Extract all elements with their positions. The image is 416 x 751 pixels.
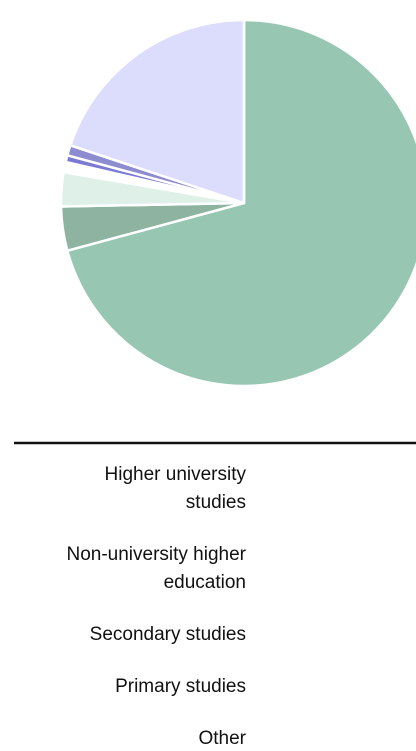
pie-slices xyxy=(59,18,416,388)
legend: Higher university studies Non-university h… xyxy=(66,464,246,749)
legend-label-2-line-0: Secondary studies xyxy=(90,624,246,645)
legend-label-3-line-0: Primary studies xyxy=(115,676,246,697)
pie-slice-0 xyxy=(66,18,416,388)
legend-label-0-line-1: studies xyxy=(186,492,246,513)
pie-slice-6 xyxy=(69,18,246,205)
legend-label-1-line-1: education xyxy=(164,572,246,593)
legend-label-1-line-0: Non-university higher xyxy=(66,544,246,565)
legend-label-0-line-0: Higher university xyxy=(105,464,247,485)
legend-label-4-line-0: Other xyxy=(198,728,246,749)
